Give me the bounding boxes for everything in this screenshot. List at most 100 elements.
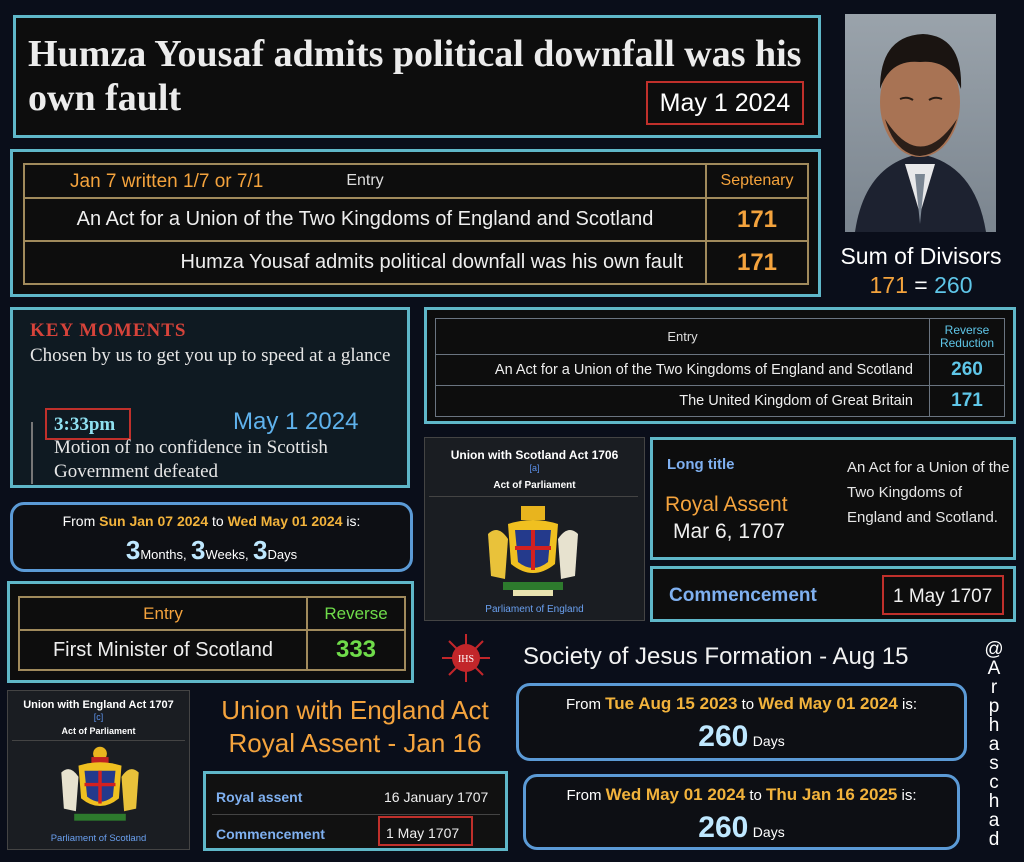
- calc-days: 260: [698, 720, 749, 753]
- calc-from-date: Tue Aug 15 2023: [605, 694, 738, 713]
- union-england-line2: Royal Assent - Jan 16: [228, 728, 482, 758]
- long-title-box: Long title An Act for a Union of the Two…: [650, 437, 1016, 560]
- table-row: First Minister of Scotland 333: [18, 629, 406, 671]
- long-title-text: An Act for a Union of the Two Kingdoms o…: [847, 459, 1010, 526]
- handle-char: c: [989, 772, 999, 793]
- calc-days: 3: [253, 535, 268, 565]
- date-calc-2-result: 260 Days: [519, 720, 964, 754]
- septenary-entry-label: Entry: [346, 172, 384, 189]
- commencement-row-date: 1 May 1707: [386, 825, 460, 841]
- table-row: Humza Yousaf admits political downfall w…: [23, 240, 809, 285]
- commencement-row-label: Commencement: [216, 826, 325, 842]
- wiki-divider: [429, 496, 638, 497]
- timeline-line: [31, 422, 33, 484]
- septenary-box: Jan 7 written 1/7 or 7/1 Entry Septenary…: [10, 149, 821, 297]
- handle-char: A: [987, 658, 1001, 679]
- calc-from-date: Sun Jan 07 2024: [99, 513, 209, 529]
- key-moments-sub: Chosen by us to get you up to speed at a…: [30, 345, 391, 366]
- wiki-england-title: Union with England Act 1707: [23, 699, 174, 711]
- long-title-label: Long title: [667, 456, 735, 473]
- handle-char: @: [984, 639, 1004, 660]
- commencement-box: Commencement 1 May 1707: [650, 566, 1016, 622]
- jesuit-emblem-icon: IHS: [442, 634, 490, 682]
- date-calc-3: From Wed May 01 2024 to Thu Jan 16 2025 …: [523, 774, 960, 850]
- handle-char: r: [990, 677, 998, 698]
- rr-row-value: 171: [929, 385, 1005, 417]
- calc-from-label: From: [62, 513, 96, 529]
- rr-row-entry: An Act for a Union of the Two Kingdoms o…: [435, 354, 930, 386]
- date-calc-2-line: From Tue Aug 15 2023 to Wed May 01 2024 …: [519, 694, 964, 714]
- handle-char: p: [988, 696, 1000, 717]
- reverse-reduction-table: Entry Reverse Reduction An Act for a Uni…: [435, 318, 1005, 417]
- wiki-infobox-england: Union with England Act 1707 [c] Act of P…: [7, 690, 190, 850]
- septenary-row-value: 171: [705, 240, 809, 285]
- portrait-illustration: [855, 34, 986, 232]
- headline-title: Humza Yousaf admits political downfall w…: [28, 33, 802, 119]
- calc-months-unit: Months,: [140, 547, 187, 562]
- calc-from-label: From: [566, 787, 602, 804]
- calc-to-date: Wed May 01 2024: [758, 694, 898, 713]
- coat-of-arms-england: [488, 506, 578, 596]
- sum-left: 171: [869, 272, 908, 298]
- headline-date: May 1 2024: [646, 81, 804, 125]
- key-moments-heading: KEY MOMENTS: [30, 320, 187, 341]
- calc-months: 3: [125, 535, 141, 565]
- divider: [212, 814, 500, 815]
- wiki-scotland-title: Union with Scotland Act 1706: [450, 448, 619, 462]
- rr-header-row: Entry Reverse Reduction: [435, 318, 1005, 355]
- calc-days-unit: Days: [267, 547, 298, 562]
- calc-from-date: Wed May 01 2024: [605, 785, 746, 804]
- wiki-divider: [12, 740, 185, 741]
- royal-assent-label: Royal Assent: [665, 493, 788, 516]
- date-calc-1-result: 3Months, 3Weeks, 3Days: [13, 535, 410, 566]
- septenary-header-row: Jan 7 written 1/7 or 7/1 Entry Septenary: [23, 163, 809, 199]
- date-calc-3-result: 260 Days: [526, 811, 957, 845]
- reverse-table: Entry Reverse First Minister of Scotland…: [18, 596, 406, 671]
- royal-assent-row-date: 16 January 1707: [384, 789, 489, 805]
- reverse-row-value: 333: [306, 629, 406, 671]
- calc-days: 260: [698, 811, 749, 844]
- sum-right: 260: [934, 272, 973, 298]
- key-moments-time: 3:33pm: [54, 414, 116, 435]
- rr-row-value: 260: [929, 354, 1005, 386]
- wiki-scotland-type: Act of Parliament: [493, 480, 576, 491]
- calc-days-unit: Days: [752, 824, 785, 840]
- wiki-infobox-scotland: Union with Scotland Act 1706 [a] Act of …: [424, 437, 645, 621]
- calc-to-date: Wed May 01 2024: [227, 513, 343, 529]
- calc-is-label: is:: [901, 787, 917, 804]
- key-moments-date: May 1 2024: [233, 408, 359, 435]
- septenary-row-entry: An Act for a Union of the Two Kingdoms o…: [23, 197, 707, 242]
- sum-eq: =: [914, 272, 928, 298]
- date-calc-2: From Tue Aug 15 2023 to Wed May 01 2024 …: [516, 683, 967, 761]
- septenary-table: Jan 7 written 1/7 or 7/1 Entry Septenary…: [23, 163, 809, 285]
- wiki-england-parliament[interactable]: Parliament of Scotland: [50, 833, 147, 844]
- calc-to-label: to: [741, 696, 755, 713]
- rr-value-header: Reverse Reduction: [929, 318, 1005, 355]
- wiki-england-note[interactable]: [c]: [93, 712, 104, 722]
- handle-char: d: [988, 829, 1000, 850]
- reverse-value-header: Reverse: [306, 596, 406, 631]
- reverse-reduction-box: Entry Reverse Reduction An Act for a Uni…: [424, 307, 1016, 424]
- rr-row-entry: The United Kingdom of Great Britain: [435, 385, 930, 417]
- sum-divisors: Sum of Divisors 171 = 260: [826, 243, 1016, 299]
- table-row: The United Kingdom of Great Britain 171: [435, 385, 1005, 417]
- handle-char: a: [988, 734, 1000, 755]
- royal-assent-row-label: Royal assent: [216, 789, 303, 805]
- reverse-entry-header: Entry: [18, 596, 308, 631]
- key-moments-time-box: 3:33pm: [45, 408, 131, 440]
- septenary-value-header: Septenary: [705, 163, 809, 199]
- wiki-scotland-parliament[interactable]: Parliament of England: [485, 604, 584, 615]
- wiki-scotland-note[interactable]: [a]: [529, 463, 540, 473]
- headline-date-text: May 1 2024: [659, 89, 791, 117]
- union-england-heading: Union with England Act Royal Assent - Ja…: [200, 694, 510, 760]
- date-calc-3-line: From Wed May 01 2024 to Thu Jan 16 2025 …: [526, 785, 957, 805]
- date-calc-1: From Sun Jan 07 2024 to Wed May 01 2024 …: [10, 502, 413, 572]
- sum-divisors-label: Sum of Divisors: [840, 243, 1002, 269]
- calc-to-label: to: [749, 787, 762, 804]
- calc-days-unit: Days: [752, 733, 785, 749]
- handle-char: s: [989, 753, 999, 774]
- calc-to-label: to: [212, 513, 224, 529]
- key-moments-box: KEY MOMENTS Chosen by us to get you up t…: [10, 307, 410, 488]
- author-handle: @ A r p h a s c h a d: [983, 640, 1005, 849]
- reverse-row-entry: First Minister of Scotland: [18, 629, 308, 671]
